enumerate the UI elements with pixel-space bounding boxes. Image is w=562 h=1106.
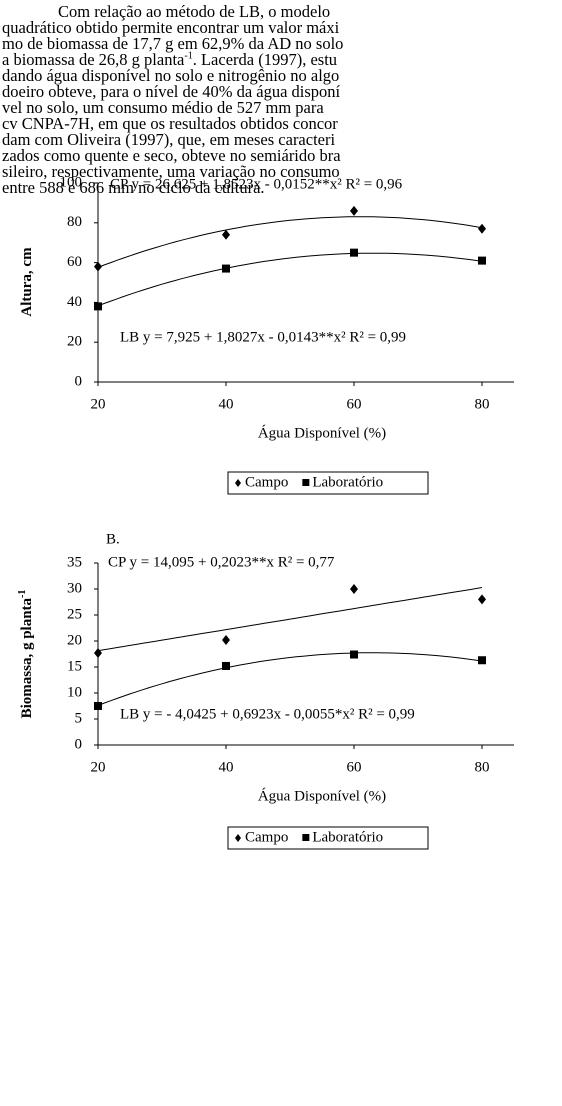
legend-label: Laboratório [312, 829, 383, 845]
legend [227, 471, 429, 495]
trend-line [97, 652, 483, 706]
text-line: zados como quente e seco, obteve no semi… [2, 146, 562, 165]
legend-marker [302, 479, 310, 486]
y-tick-label: 0 [75, 736, 83, 752]
x-tick-label: 80 [475, 759, 490, 775]
equation: LB y = - 4,0425 + 0,6923x - 0,0055*x² R²… [120, 706, 415, 722]
point [350, 650, 358, 659]
x-tick-label: 20 [91, 396, 106, 412]
text-span: a biomassa de 26,8 g planta [2, 50, 185, 69]
point [350, 584, 358, 594]
text-span: cv CNPA-7H, em que os resultados obtidos… [2, 114, 338, 133]
text-span: Com relação ao método de LB, o modelo [58, 4, 331, 21]
point [350, 205, 358, 216]
text-line: doeiro obteve, para o nível de 40% da ág… [2, 82, 562, 101]
legend-label: Laboratório [312, 474, 383, 490]
point [222, 264, 230, 273]
legend-marker [302, 834, 310, 841]
legend-marker [235, 479, 241, 487]
text-span: dando água disponível no solo e nitrogên… [2, 66, 340, 85]
y-tick-label: 40 [67, 294, 82, 310]
y-label-part: Biomassa, g planta [19, 597, 35, 718]
equation: CP y = 26,625 + 1,8523x - 0,0152**x² R² … [110, 176, 403, 192]
point [222, 634, 230, 645]
trend-line [97, 252, 483, 307]
y-axis-label: Biomassa, g planta-1 [17, 590, 35, 719]
legend-label: Campo [245, 829, 288, 845]
x-tick-label: 40 [219, 396, 234, 412]
y-tick-label: 100 [60, 174, 83, 190]
text-span: . Lacerda (1997), estu [192, 50, 338, 69]
text-line: dando água disponível no solo e nitrogên… [2, 66, 562, 85]
paragraph: Com relação ao método de LB, o modelo qua… [2, 4, 562, 196]
x-tick-label: 20 [91, 759, 106, 775]
y-tick-label: 60 [67, 254, 82, 270]
chart: B. 0 5 10 15 20 25 30 35 20 40 60 80 Água Disponível … [17, 531, 514, 850]
y-tick-label: 20 [67, 632, 82, 648]
y-tick-label: 15 [67, 658, 82, 674]
x-tick-label: 80 [475, 396, 490, 412]
y-tick-label: 30 [67, 580, 82, 596]
x-axis-label: Água Disponível (%) [258, 787, 386, 804]
text-span: dam com Oliveira (1997), que, em meses c… [2, 130, 336, 149]
text-span: -1 [184, 50, 193, 62]
point [478, 223, 486, 234]
text-span: doeiro obteve, para o nível de 40% da ág… [2, 82, 341, 101]
point [94, 302, 102, 311]
text-line: entre 588 e 686 mm no ciclo da cultura. [2, 178, 562, 196]
y-tick-label: 10 [67, 684, 82, 700]
text-line: vel no solo, um consumo médio de 527 mm … [2, 98, 562, 117]
point [222, 661, 230, 670]
y-tick-label: 25 [67, 606, 82, 622]
point [94, 702, 102, 710]
x-axis-label: Água Disponível (%) [258, 424, 386, 441]
point [478, 594, 486, 605]
point [94, 647, 102, 658]
text-span: entre 588 e 686 mm no ciclo da cultura. [2, 178, 265, 196]
y-tick-label: 20 [67, 334, 82, 350]
x-tick-label: 60 [347, 759, 362, 775]
y-label-part: Altura, cm [19, 247, 35, 317]
point [350, 248, 358, 257]
x-tick-label: 60 [347, 396, 362, 412]
chart: 0 20 40 60 80 100 20 40 60 80 Água Disponível (%) A… [19, 174, 514, 495]
y-tick-label: 5 [75, 710, 83, 726]
x-tick-label: 40 [219, 759, 234, 775]
text-line: Com relação ao método de LB, o modelo [2, 4, 562, 20]
text-line: a biomassa de 26,8 g planta-1. Lacerda (… [2, 50, 562, 69]
text-span: mo de biomassa de 17,7 g em 62,9% da AD … [2, 34, 344, 53]
trend-line [97, 216, 483, 268]
text-line: dam com Oliveira (1997), que, em meses c… [2, 130, 562, 149]
text-line: mo de biomassa de 17,7 g em 62,9% da AD … [2, 34, 562, 53]
text-span: quadrático obtido permite encontrar um v… [2, 18, 340, 37]
trend-line [97, 587, 483, 652]
legend-marker [235, 834, 241, 842]
text-line: sileiro, respectivamente, uma variação n… [2, 162, 562, 181]
y-tick-label: 80 [67, 214, 82, 230]
equation: LB y = 7,925 + 1,8027x - 0,0143**x² R² =… [120, 329, 406, 345]
point [478, 256, 486, 265]
legend [227, 826, 429, 850]
panel-label: B. [106, 531, 120, 547]
point [94, 261, 102, 272]
text-span: vel no solo, um consumo médio de 527 mm … [2, 98, 324, 117]
text-span: zados como quente e seco, obteve no semi… [2, 146, 341, 165]
legend-label: Campo [245, 474, 288, 490]
text-span: sileiro, respectivamente, uma variação n… [2, 162, 340, 181]
text-line: cv CNPA-7H, em que os resultados obtidos… [2, 114, 562, 133]
y-tick-label: 0 [75, 373, 83, 389]
point [478, 656, 486, 665]
equation: CP y = 14,095 + 0,2023**x R² = 0,77 [108, 554, 335, 570]
y-tick-label: 35 [67, 554, 82, 570]
y-label-part: -1 [17, 590, 28, 598]
y-axis-label: Altura, cm [19, 247, 35, 317]
text-line: quadrático obtido permite encontrar um v… [2, 18, 562, 37]
point [222, 229, 230, 240]
